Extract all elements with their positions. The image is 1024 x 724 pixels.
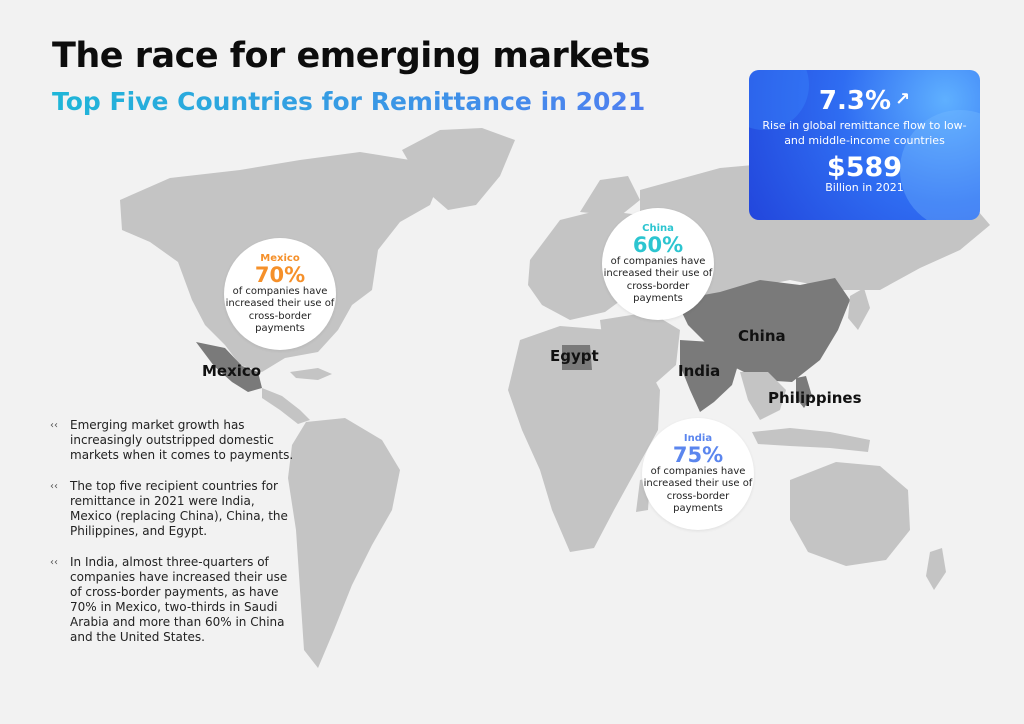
land-scandinavia — [580, 176, 640, 216]
bubble-china: China 60% of companies have increased th… — [602, 208, 714, 320]
notes-list: ‹‹ Emerging market growth has increasing… — [50, 418, 300, 661]
land-indonesia — [752, 428, 870, 452]
list-item: ‹‹ The top five recipient countries for … — [50, 479, 300, 539]
page-subtitle: Top Five Countries for Remittance in 202… — [52, 87, 646, 116]
bubble-percent: 60% — [632, 232, 684, 257]
land-greenland — [402, 128, 515, 210]
map-label-mexico: Mexico — [202, 362, 262, 380]
bubble-india: India 75% of companies have increased th… — [642, 418, 754, 530]
bubble-country-name: India — [683, 432, 713, 444]
map-label-philippines: Philippines — [768, 389, 862, 407]
bubble-country-name: China — [642, 222, 674, 234]
land-china — [676, 278, 850, 382]
map-label-egypt: Egypt — [550, 347, 599, 365]
stat-percent-value: 7.3% — [818, 86, 891, 116]
stat-description: Rise in global remittance flow to low-an… — [762, 119, 967, 147]
bubble-percent: 75% — [672, 442, 724, 467]
stat-card: 7.3% ↗ Rise in global remittance flow to … — [749, 70, 980, 220]
bubble-description: of companies have increased their use of… — [225, 285, 335, 335]
land-middle-east — [600, 312, 680, 388]
land-egypt — [562, 345, 592, 370]
stat-amount-label: Billion in 2021 — [825, 181, 904, 194]
bullet-icon: ‹‹ — [50, 557, 58, 568]
bullet-icon: ‹‹ — [50, 481, 58, 492]
land-japan — [848, 288, 870, 330]
land-central-america — [262, 388, 310, 424]
land-philippines — [796, 376, 812, 408]
bubble-description: of companies have increased their use of… — [603, 255, 713, 305]
land-new-zealand — [926, 548, 946, 590]
bullet-icon: ‹‹ — [50, 420, 58, 431]
stat-percent: 7.3% ↗ — [749, 86, 980, 116]
page-title: The race for emerging markets — [52, 36, 650, 76]
land-south-america — [288, 418, 400, 668]
bubble-mexico: Mexico 70% of companies have increased t… — [224, 238, 336, 350]
trend-up-icon: ↗ — [895, 89, 911, 110]
map-label-india: India — [678, 362, 721, 380]
bubble-country-name: Mexico — [260, 252, 300, 264]
bubble-percent: 70% — [254, 262, 306, 287]
bubble-description: of companies have increased their use of… — [643, 465, 753, 515]
land-africa — [508, 326, 660, 552]
note-text: Emerging market growth has increasingly … — [70, 418, 294, 462]
note-text: The top five recipient countries for rem… — [70, 479, 288, 538]
note-text: In India, almost three-quarters of compa… — [70, 555, 288, 644]
land-caribbean — [290, 368, 332, 380]
land-india — [680, 340, 738, 412]
list-item: ‹‹ Emerging market growth has increasing… — [50, 418, 300, 463]
map-label-china: China — [738, 327, 786, 345]
land-mexico — [196, 342, 262, 392]
list-item: ‹‹ In India, almost three-quarters of co… — [50, 555, 300, 645]
land-southeast-asia — [740, 372, 786, 420]
stat-amount: $589 — [826, 152, 903, 183]
land-australia — [790, 462, 910, 566]
